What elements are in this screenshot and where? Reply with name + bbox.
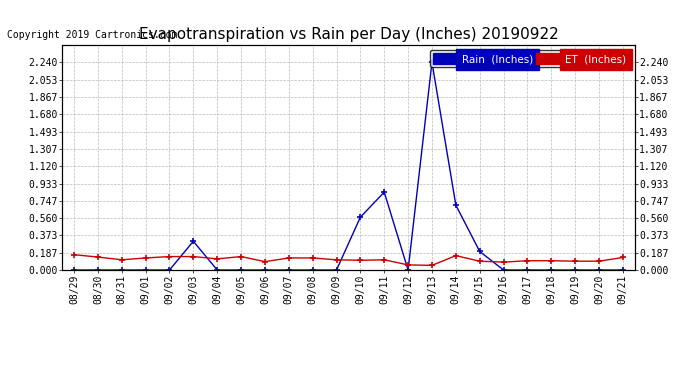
Text: Copyright 2019 Cartronics.com: Copyright 2019 Cartronics.com <box>7 30 177 40</box>
Legend: Rain  (Inches), ET  (Inches): Rain (Inches), ET (Inches) <box>429 50 629 68</box>
Title: Evapotranspiration vs Rain per Day (Inches) 20190922: Evapotranspiration vs Rain per Day (Inch… <box>139 27 558 42</box>
